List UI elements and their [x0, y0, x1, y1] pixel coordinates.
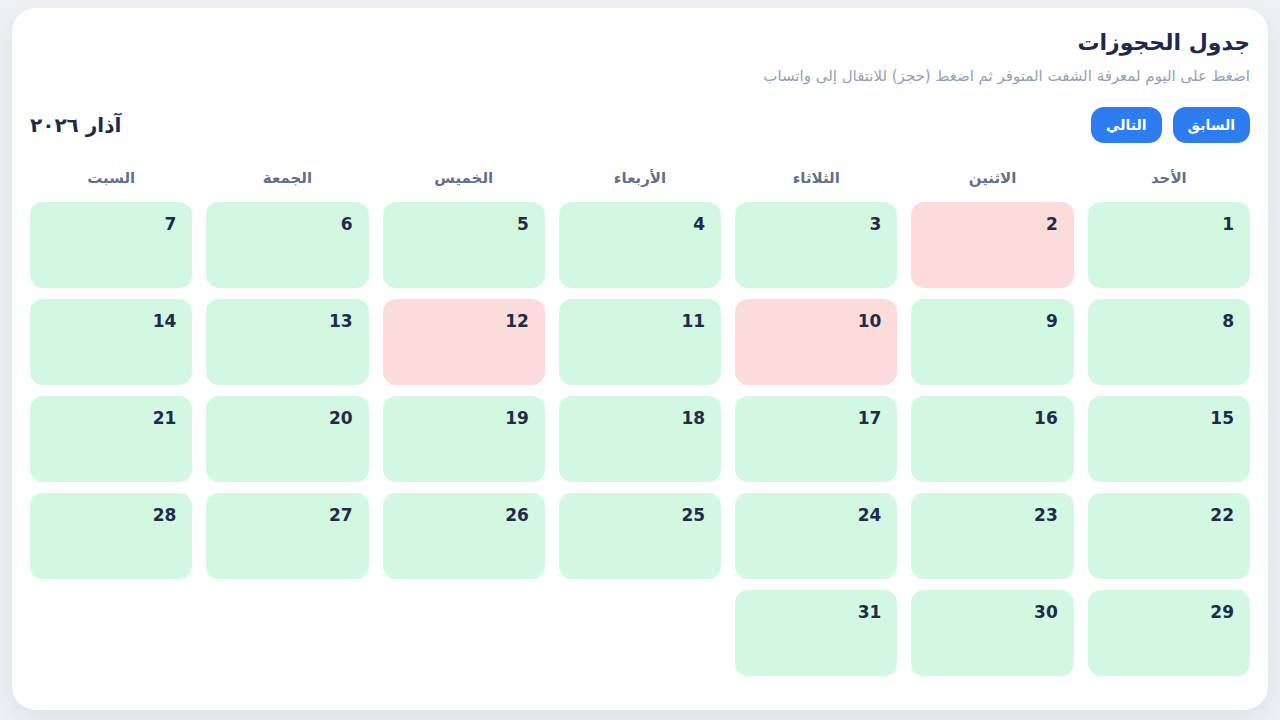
next-month-button[interactable]: التالي — [1091, 107, 1161, 143]
day-number: 23 — [927, 505, 1057, 525]
day-number: 15 — [1104, 408, 1234, 428]
day-number: 13 — [222, 311, 352, 331]
day-number: 31 — [751, 602, 881, 622]
day-cell[interactable]: 19 — [383, 396, 545, 482]
day-cell[interactable]: 10 — [735, 299, 897, 385]
booking-schedule-card: جدول الحجوزات اضغط على اليوم لمعرفة الشف… — [12, 8, 1268, 710]
day-number: 18 — [575, 408, 705, 428]
day-number: 2 — [927, 214, 1057, 234]
day-number: 28 — [46, 505, 176, 525]
weekday-header-5: الجمعة — [206, 169, 368, 187]
day-number: 6 — [222, 214, 352, 234]
day-number: 17 — [751, 408, 881, 428]
day-cell[interactable]: 25 — [559, 493, 721, 579]
day-cell[interactable]: 13 — [206, 299, 368, 385]
day-number: 21 — [46, 408, 176, 428]
day-number: 11 — [575, 311, 705, 331]
day-cell[interactable]: 4 — [559, 202, 721, 288]
day-number: 12 — [399, 311, 529, 331]
weekday-header-4: الخميس — [383, 169, 545, 187]
day-number: 14 — [46, 311, 176, 331]
calendar-toolbar: السابق التالي آذار ٢٠٢٦ — [30, 107, 1250, 143]
day-number: 10 — [751, 311, 881, 331]
month-nav-buttons: السابق التالي — [1091, 107, 1250, 143]
day-cell[interactable]: 1 — [1088, 202, 1250, 288]
day-number: 22 — [1104, 505, 1234, 525]
day-cell[interactable]: 2 — [911, 202, 1073, 288]
day-number: 25 — [575, 505, 705, 525]
day-number: 29 — [1104, 602, 1234, 622]
day-number: 30 — [927, 602, 1057, 622]
day-cell[interactable]: 31 — [735, 590, 897, 676]
month-label: آذار ٢٠٢٦ — [30, 113, 121, 137]
day-number: 5 — [399, 214, 529, 234]
day-cell[interactable]: 28 — [30, 493, 192, 579]
day-number: 16 — [927, 408, 1057, 428]
day-number: 26 — [399, 505, 529, 525]
day-cell[interactable]: 18 — [559, 396, 721, 482]
calendar-day-grid: 1234567891011121314151617181920212223242… — [30, 202, 1250, 676]
page-subtitle: اضغط على اليوم لمعرفة الشفت المتوفر ثم ا… — [30, 67, 1250, 85]
day-number: 20 — [222, 408, 352, 428]
day-cell[interactable]: 27 — [206, 493, 368, 579]
day-cell[interactable]: 3 — [735, 202, 897, 288]
day-cell[interactable]: 5 — [383, 202, 545, 288]
day-cell[interactable]: 16 — [911, 396, 1073, 482]
day-number: 8 — [1104, 311, 1234, 331]
day-number: 3 — [751, 214, 881, 234]
weekday-header-0: الأحد — [1088, 169, 1250, 187]
day-cell[interactable]: 22 — [1088, 493, 1250, 579]
day-number: 19 — [399, 408, 529, 428]
day-cell[interactable]: 11 — [559, 299, 721, 385]
weekday-header-2: الثلاثاء — [735, 169, 897, 187]
day-cell[interactable]: 30 — [911, 590, 1073, 676]
day-cell[interactable]: 29 — [1088, 590, 1250, 676]
day-cell[interactable]: 20 — [206, 396, 368, 482]
day-cell[interactable]: 15 — [1088, 396, 1250, 482]
day-cell[interactable]: 6 — [206, 202, 368, 288]
day-cell[interactable]: 8 — [1088, 299, 1250, 385]
weekday-header-row: الأحد الاثنين الثلاثاء الأربعاء الخميس الجمعة… — [30, 169, 1250, 187]
day-cell[interactable]: 26 — [383, 493, 545, 579]
weekday-header-3: الأربعاء — [559, 169, 721, 187]
day-cell[interactable]: 7 — [30, 202, 192, 288]
day-number: 27 — [222, 505, 352, 525]
day-number: 1 — [1104, 214, 1234, 234]
day-number: 9 — [927, 311, 1057, 331]
day-cell[interactable]: 9 — [911, 299, 1073, 385]
day-cell[interactable]: 24 — [735, 493, 897, 579]
weekday-header-1: الاثنين — [911, 169, 1073, 187]
day-number: 24 — [751, 505, 881, 525]
day-cell[interactable]: 23 — [911, 493, 1073, 579]
day-cell[interactable]: 17 — [735, 396, 897, 482]
previous-month-button[interactable]: السابق — [1173, 107, 1250, 143]
page-title: جدول الحجوزات — [30, 30, 1250, 55]
weekday-header-6: السبت — [30, 169, 192, 187]
day-number: 7 — [46, 214, 176, 234]
day-cell[interactable]: 12 — [383, 299, 545, 385]
day-cell[interactable]: 21 — [30, 396, 192, 482]
day-number: 4 — [575, 214, 705, 234]
day-cell[interactable]: 14 — [30, 299, 192, 385]
